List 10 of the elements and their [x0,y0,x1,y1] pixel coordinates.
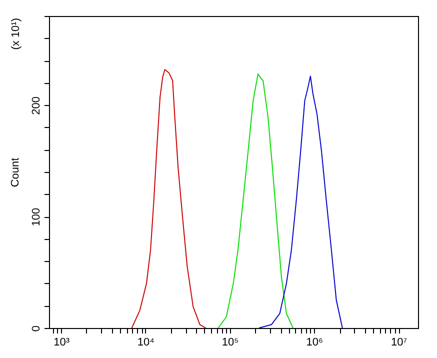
x-tick-label: 10⁶ [306,336,324,348]
y-tick-label: 100 [30,208,42,226]
y-tick-label: 0 [30,325,42,332]
y-tick-label: 200 [30,96,42,115]
x-tick-label: 10³ [54,336,70,348]
x-tick-label: 10⁴ [137,336,155,348]
x-tick-label: 10⁷ [390,336,408,348]
x-tick-label: 10⁵ [222,336,239,348]
y-axis-title: Count [10,158,22,188]
text: (x 10¹) [10,18,22,50]
